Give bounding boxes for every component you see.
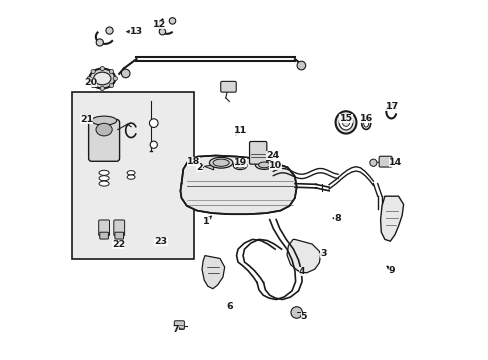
Text: 7: 7 <box>172 325 178 334</box>
Text: 14: 14 <box>388 158 402 167</box>
Circle shape <box>91 69 95 74</box>
Polygon shape <box>380 196 403 241</box>
Ellipse shape <box>127 171 135 175</box>
Ellipse shape <box>233 162 246 170</box>
Text: 4: 4 <box>298 267 305 276</box>
FancyBboxPatch shape <box>88 120 120 161</box>
Text: 20: 20 <box>83 77 97 86</box>
Polygon shape <box>202 256 224 289</box>
Circle shape <box>169 18 175 24</box>
Text: 5: 5 <box>300 312 306 321</box>
Ellipse shape <box>99 176 109 181</box>
Circle shape <box>109 69 113 74</box>
Circle shape <box>100 66 104 71</box>
Text: 6: 6 <box>226 302 233 311</box>
Circle shape <box>87 76 91 81</box>
Ellipse shape <box>94 72 111 85</box>
Text: 17: 17 <box>385 102 398 111</box>
Circle shape <box>369 159 376 166</box>
Ellipse shape <box>339 115 352 130</box>
FancyBboxPatch shape <box>115 232 123 239</box>
Ellipse shape <box>209 157 232 168</box>
Text: 18: 18 <box>186 157 200 166</box>
FancyBboxPatch shape <box>99 220 109 236</box>
Circle shape <box>106 27 113 34</box>
Circle shape <box>290 307 302 318</box>
Text: 22: 22 <box>112 240 125 248</box>
FancyBboxPatch shape <box>378 156 391 167</box>
Ellipse shape <box>235 163 244 168</box>
Text: 12: 12 <box>153 20 166 29</box>
FancyBboxPatch shape <box>249 141 266 164</box>
Ellipse shape <box>89 69 115 88</box>
Text: 3: 3 <box>320 249 326 258</box>
FancyBboxPatch shape <box>174 321 184 329</box>
Text: 11: 11 <box>233 126 246 135</box>
Polygon shape <box>204 165 213 170</box>
Ellipse shape <box>96 123 112 136</box>
Circle shape <box>113 76 117 81</box>
Ellipse shape <box>127 175 135 179</box>
Circle shape <box>159 28 165 35</box>
Ellipse shape <box>213 159 229 166</box>
Text: 15: 15 <box>339 113 352 122</box>
Text: 2: 2 <box>196 163 203 172</box>
Text: 13: 13 <box>130 27 143 36</box>
Text: 23: 23 <box>154 238 167 246</box>
Circle shape <box>296 61 305 70</box>
Circle shape <box>100 86 104 91</box>
Ellipse shape <box>335 111 356 134</box>
Circle shape <box>150 141 157 148</box>
Circle shape <box>109 83 113 87</box>
FancyBboxPatch shape <box>72 92 194 259</box>
Ellipse shape <box>255 161 273 169</box>
Text: 8: 8 <box>333 214 340 223</box>
Circle shape <box>149 119 158 127</box>
FancyBboxPatch shape <box>220 81 236 92</box>
Ellipse shape <box>342 118 349 126</box>
Text: 19: 19 <box>233 158 246 167</box>
Text: 16: 16 <box>359 113 372 122</box>
Polygon shape <box>180 156 296 214</box>
Text: 10: 10 <box>268 161 281 170</box>
Circle shape <box>91 83 95 87</box>
Circle shape <box>96 39 103 46</box>
FancyBboxPatch shape <box>114 220 124 236</box>
Text: 1: 1 <box>203 217 209 226</box>
Circle shape <box>121 69 130 78</box>
Ellipse shape <box>99 181 109 186</box>
Polygon shape <box>286 239 320 273</box>
Text: 21: 21 <box>80 115 93 124</box>
FancyBboxPatch shape <box>100 232 108 239</box>
Ellipse shape <box>91 116 117 125</box>
Ellipse shape <box>258 162 269 168</box>
Text: 9: 9 <box>388 266 395 275</box>
Ellipse shape <box>99 170 109 175</box>
Text: 24: 24 <box>265 151 279 160</box>
